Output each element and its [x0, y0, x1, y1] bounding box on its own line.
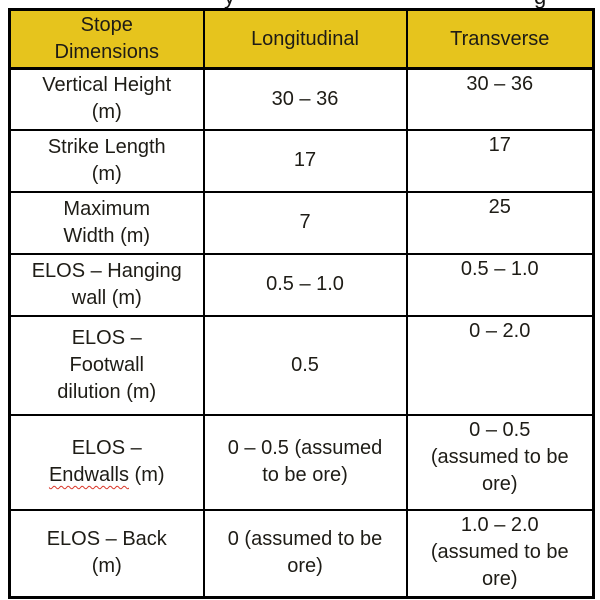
row-label: Maximum Width (m) [8, 190, 205, 255]
longitudinal-value: 0 – 0.5 (assumed to be ore) [202, 413, 408, 511]
header-cell-longitudinal: Longitudinal [202, 8, 408, 70]
header-cell-stope-dimensions: Stope Dimensions [8, 8, 205, 70]
header-row: Stope Dimensions Longitudinal Transverse [8, 8, 595, 70]
longitudinal-value: 17 [202, 128, 408, 193]
transverse-value: 0 – 2.0 [405, 314, 595, 416]
table-row-elos-hanging-wall: ELOS – Hanging wall (m) 0.5 – 1.0 0.5 – … [8, 252, 595, 317]
row-label: Strike Length (m) [8, 128, 205, 193]
table-row-maximum-width: Maximum Width (m) 7 25 [8, 190, 595, 255]
transverse-value: 25 [405, 190, 595, 255]
table-row-strike-length: Strike Length (m) 17 17 [8, 128, 595, 193]
longitudinal-value: 7 [202, 190, 408, 255]
row-label: Vertical Height (m) [8, 67, 205, 131]
label-suffix: (m) [129, 464, 165, 486]
transverse-value: 0 – 0.5 (assumed to be ore) [405, 413, 595, 511]
longitudinal-value: 30 – 36 [202, 67, 408, 131]
table-row-elos-back: ELOS – Back (m) 0 (assumed to be ore) 1.… [8, 508, 595, 599]
row-label: ELOS – Hanging wall (m) [8, 252, 205, 317]
transverse-value: 1.0 – 2.0 (assumed to be ore) [405, 508, 595, 599]
header-cell-transverse: Transverse [405, 8, 595, 70]
longitudinal-value: 0.5 – 1.0 [202, 252, 408, 317]
row-label: ELOS – Back (m) [8, 508, 205, 599]
row-label: ELOS – Endwalls (m) [8, 413, 205, 511]
transverse-value: 30 – 36 [405, 67, 595, 131]
row-label: ELOS – Footwall dilution (m) [8, 314, 205, 416]
transverse-value: 17 [405, 128, 595, 193]
longitudinal-value: 0.5 [202, 314, 408, 416]
table-row-elos-footwall-dilution: ELOS – Footwall dilution (m) 0.5 0 – 2.0 [8, 314, 595, 416]
cropped-caption-sliver: y g [0, 0, 600, 8]
stope-dimensions-table: Stope Dimensions Longitudinal Transverse… [8, 8, 595, 599]
table-row-elos-endwalls: ELOS – Endwalls (m) 0 – 0.5 (assumed to b… [8, 413, 595, 511]
transverse-value: 0.5 – 1.0 [405, 252, 595, 317]
misspelled-word: Endwalls [48, 464, 129, 486]
table-row-vertical-height: Vertical Height (m) 30 – 36 30 – 36 [8, 67, 595, 131]
caption-fragment-descender: y [224, 0, 235, 8]
caption-fragment-descender: g [534, 0, 546, 8]
label-line: ELOS – [71, 437, 142, 459]
longitudinal-value: 0 (assumed to be ore) [202, 508, 408, 599]
